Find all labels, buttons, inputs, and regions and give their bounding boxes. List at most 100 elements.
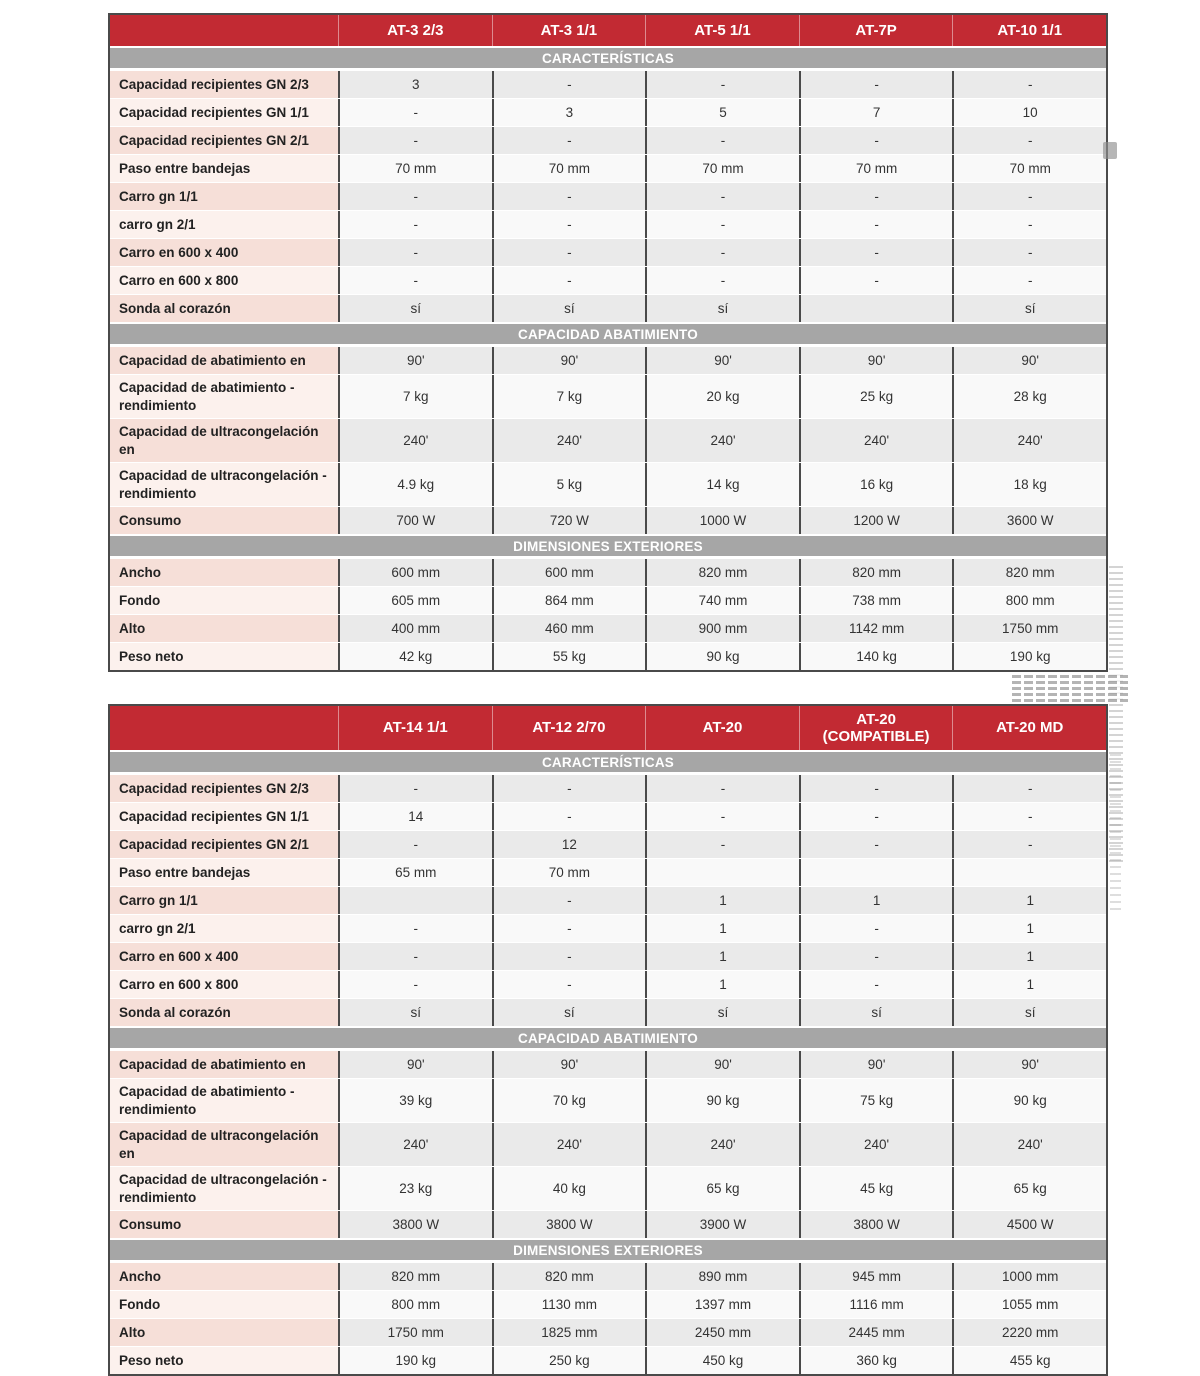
spec-value: 1 xyxy=(645,971,799,998)
model-header-row: AT-14 1/1 AT-12 2/70 AT-20 AT-20 (COMPATIBL… xyxy=(110,706,1106,750)
spec-value: - xyxy=(798,211,953,238)
table-row: Capacidad recipientes GN 1/1-3 5 7 10 xyxy=(110,98,1106,126)
spec-value: 820 mm xyxy=(798,559,953,587)
spec-value: - xyxy=(798,943,953,970)
row-label: Carro en 600 x 400 xyxy=(110,943,338,970)
spec-value: - xyxy=(338,211,492,238)
row-label: Peso neto xyxy=(110,643,338,671)
table-row: Alto 400 mm 460 mm 900 mm 1142 mm 1750 mm xyxy=(110,614,1106,643)
spec-value: 240' xyxy=(645,1123,799,1167)
table-row: Capacidad de ultracongelación en 240' 240'… xyxy=(110,418,1106,463)
table-row: Capacidad de abatimiento en 90' 90' 90' 90' 9… xyxy=(110,346,1106,374)
spec-value: - xyxy=(491,915,646,942)
spec-value: - xyxy=(491,971,646,998)
table-row: Carro en 600 x 800- - - - - xyxy=(110,266,1106,294)
spec-value: 450 kg xyxy=(645,1347,799,1375)
spec-value: - xyxy=(798,971,953,998)
spec-value: 16 kg xyxy=(798,463,953,507)
spec-value: 40 kg xyxy=(491,1167,646,1211)
column-header: AT-14 1/1 xyxy=(338,706,492,750)
row-label: Capacidad de ultracongelación - rendimie… xyxy=(110,1167,338,1211)
spec-value: - xyxy=(645,267,799,294)
row-label: Capacidad de abatimiento - rendimiento xyxy=(110,1079,338,1123)
spec-table: AT-14 1/1 AT-12 2/70 AT-20 AT-20 (COMPATIBL… xyxy=(108,704,1108,1376)
spec-value: - xyxy=(645,127,799,154)
corner-cell xyxy=(110,706,338,750)
table-row: Peso neto 42 kg 55 kg 90 kg 140 kg 190 kg xyxy=(110,642,1106,671)
spec-value: - xyxy=(491,267,646,294)
column-header: AT-20 MD xyxy=(952,706,1106,750)
spec-value: 1000 W xyxy=(645,507,799,535)
spec-value: - xyxy=(952,239,1106,266)
spec-value: 800 mm xyxy=(338,1291,492,1319)
spec-value: 90 kg xyxy=(952,1079,1106,1123)
spec-table-upper: AT-3 2/3 AT-3 1/1 AT-5 1/1 AT-7P AT-10 1/1 CA… xyxy=(108,13,1108,673)
spec-value: - xyxy=(798,127,953,154)
spec-value: 4.9 kg xyxy=(338,463,492,507)
row-label: Sonda al corazón xyxy=(110,295,338,322)
column-header: AT-12 2/70 xyxy=(491,706,646,750)
spec-value: - xyxy=(491,887,646,914)
spec-value: 90' xyxy=(338,347,492,374)
spec-value: - xyxy=(338,915,492,942)
spec-value: 39 kg xyxy=(338,1079,492,1123)
table-row: Ancho 600 mm 600 mm 820 mm 820 mm 820 mm xyxy=(110,558,1106,587)
table-row: Capacidad recipientes GN 2/3- - - - - xyxy=(110,774,1106,802)
spec-value: 605 mm xyxy=(338,587,492,615)
spec-value: - xyxy=(491,943,646,970)
spec-value: sí xyxy=(491,999,646,1026)
spec-value: - xyxy=(491,211,646,238)
spec-value: 42 kg xyxy=(338,643,492,671)
spec-value: - xyxy=(338,971,492,998)
spec-value: 90' xyxy=(338,1051,492,1078)
table-row: Capacidad de abatimiento en 90' 90' 90' 90' 9… xyxy=(110,1050,1106,1078)
table-row: Sonda al corazón sí sí sí sí sí xyxy=(110,998,1106,1026)
spec-value: 1116 mm xyxy=(798,1291,953,1319)
table-row: Consumo 3800 W 3800 W 3900 W 3800 W 4500 W xyxy=(110,1210,1106,1239)
spec-value xyxy=(645,859,799,886)
row-label: Capacidad de ultracongelación en xyxy=(110,419,338,463)
spec-value: 190 kg xyxy=(338,1347,492,1375)
spec-value: - xyxy=(798,915,953,942)
spec-value: 1 xyxy=(798,887,953,914)
spec-value: - xyxy=(645,803,799,830)
spec-value: 75 kg xyxy=(798,1079,953,1123)
spec-value: 1 xyxy=(952,887,1106,914)
column-header: AT-20 (COMPATIBLE) xyxy=(798,706,953,750)
spec-value: 65 mm xyxy=(338,859,492,886)
spec-value: 3800 W xyxy=(338,1211,492,1239)
spec-value: 14 kg xyxy=(645,463,799,507)
row-label: Consumo xyxy=(110,1211,338,1239)
spec-value: 90' xyxy=(798,347,953,374)
spec-value: - xyxy=(645,71,799,98)
spec-value: 10 xyxy=(952,99,1106,126)
table-row: Carro en 600 x 400- - - - - xyxy=(110,238,1106,266)
spec-value: 7 xyxy=(798,99,953,126)
row-label: carro gn 2/1 xyxy=(110,915,338,942)
spec-value: 3600 W xyxy=(952,507,1106,535)
spec-value: 3800 W xyxy=(798,1211,953,1239)
spec-value: 240' xyxy=(338,419,492,463)
spec-value: 90' xyxy=(952,1051,1106,1078)
spec-value: sí xyxy=(645,295,799,322)
row-label: Capacidad de abatimiento en xyxy=(110,347,338,374)
spec-value: - xyxy=(798,267,953,294)
spec-value: sí xyxy=(952,295,1106,322)
spec-value: 70 mm xyxy=(645,155,799,182)
spec-value: 1142 mm xyxy=(798,615,953,643)
spec-value: 240' xyxy=(798,1123,953,1167)
spec-value: 90' xyxy=(645,347,799,374)
spec-value: 1 xyxy=(952,915,1106,942)
spec-value xyxy=(798,859,953,886)
table-row: Capacidad de ultracongelación - rendimie… xyxy=(110,462,1106,507)
spec-value: 820 mm xyxy=(491,1263,646,1291)
spec-value: - xyxy=(952,71,1106,98)
spec-value: 240' xyxy=(952,419,1106,463)
spec-value: - xyxy=(338,183,492,210)
spec-value: 1 xyxy=(645,887,799,914)
section-header: CARACTERÍSTICAS xyxy=(110,750,1106,774)
spec-value: 3800 W xyxy=(491,1211,646,1239)
spec-value: sí xyxy=(645,999,799,1026)
spec-value: - xyxy=(798,803,953,830)
